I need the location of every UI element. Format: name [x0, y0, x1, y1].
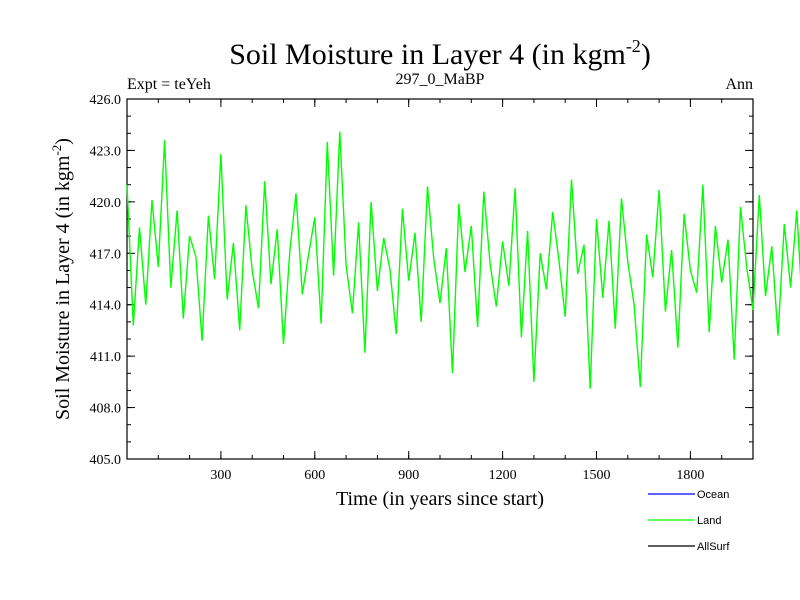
y-tick-label: 405.0: [90, 453, 122, 468]
x-tick-label: 600: [304, 468, 325, 483]
y-tick-label: 417.0: [90, 247, 122, 262]
plot-frame: [126, 98, 754, 460]
y-tick-label: 411.0: [90, 350, 121, 365]
x-tick-label: 1800: [676, 468, 704, 483]
y-tick-label: 414.0: [90, 299, 122, 314]
chart-title: Soil Moisture in Layer 4 (in kgm-2): [229, 36, 651, 71]
subtitle-left: Expt = teYeh: [127, 76, 211, 93]
y-axis-label: Soil Moisture in Layer 4 (in kgm-2): [49, 138, 74, 420]
series-line-land: [126, 131, 800, 389]
subtitle-right: Ann: [725, 76, 753, 93]
x-tick-label: 300: [210, 468, 231, 483]
legend-label-land: Land: [697, 515, 721, 527]
subtitle-center: 297_0_MaBP: [396, 71, 485, 88]
series-layer: [126, 131, 800, 389]
y-tick-label: 426.0: [90, 93, 122, 108]
axis-ticks: 405.0 408.0 411.0 414.0 417.0 420.0 423.0 426.0…: [90, 93, 753, 483]
x-tick-label: 1200: [489, 468, 517, 483]
y-tick-label: 420.0: [90, 196, 122, 211]
x-tick-label: 1500: [583, 468, 611, 483]
x-axis-label: Time (in years since start): [336, 488, 544, 510]
x-tick-label: 900: [398, 468, 419, 483]
y-tick-label: 423.0: [90, 144, 122, 159]
legend-label-ocean: Ocean: [697, 489, 729, 501]
y-tick-label: 408.0: [90, 402, 122, 417]
legend: Ocean Land AllSurf: [648, 489, 730, 553]
legend-label-allsurf: AllSurf: [697, 541, 730, 553]
